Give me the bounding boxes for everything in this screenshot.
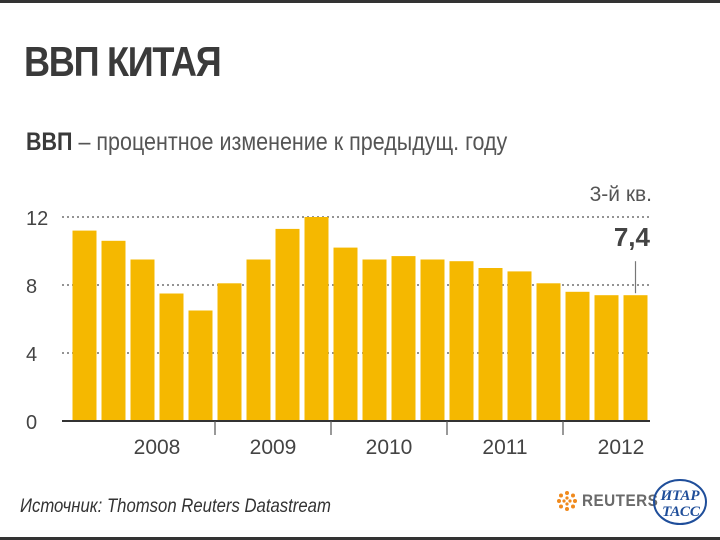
y-tick-label-0: 0 — [26, 412, 37, 434]
x-year-label-2008: 2008 — [134, 436, 181, 459]
bar-9 — [333, 247, 358, 421]
annotation-quarter-label: 3-й кв. — [590, 183, 652, 206]
annotation-value-label: 7,4 — [614, 222, 651, 252]
reuters-wordmark: REUTERS — [582, 491, 659, 510]
bar-15 — [507, 271, 532, 421]
x-year-label-2012: 2012 — [598, 436, 645, 459]
reuters-logo: REUTERS — [556, 488, 667, 514]
bar-8 — [304, 217, 329, 421]
x-year-label-2010: 2010 — [366, 436, 413, 459]
bar-10 — [362, 259, 387, 421]
bar-18 — [594, 295, 619, 421]
y-tick-label-8: 8 — [26, 276, 37, 298]
tass-line-1: ИТАР — [659, 488, 700, 504]
bar-2 — [130, 259, 155, 421]
subtitle-bold: ВВП — [26, 128, 73, 156]
chart-subtitle: ВВП – процентное изменение к предыдущ. г… — [26, 128, 507, 157]
x-year-label-2009: 2009 — [250, 436, 297, 459]
bar-13 — [449, 261, 474, 421]
subtitle-text: – процентное изменение к предыдущ. году — [72, 128, 508, 156]
y-tick-label-4: 4 — [26, 344, 37, 366]
bar-0 — [72, 230, 97, 421]
y-tick-label-12: 12 — [26, 208, 48, 230]
bar-19 — [623, 295, 648, 421]
page-title: ВВП КИТАЯ — [24, 38, 222, 85]
bar-1 — [101, 240, 126, 421]
bottom-rule — [0, 537, 720, 540]
reuters-dots-icon — [557, 491, 577, 511]
bar-12 — [420, 259, 445, 421]
itar-tass-logo: ИТАР ТАСС — [653, 479, 707, 525]
bar-3 — [159, 293, 184, 421]
bar-11 — [391, 256, 416, 421]
bar-6 — [246, 259, 271, 421]
bar-14 — [478, 268, 503, 421]
gdp-bar-chart: 0 4 8 12 2008 2009 2010 2011 2012 3-й кв. 7,4 — [26, 183, 652, 459]
bar-17 — [565, 291, 590, 421]
bar-7 — [275, 228, 300, 421]
bar-4 — [188, 310, 213, 421]
top-rule — [0, 0, 720, 3]
source-note: Источник: Thomson Reuters Datastream — [20, 496, 331, 517]
tass-line-2: ТАСС — [662, 504, 701, 520]
bar-16 — [536, 283, 561, 421]
x-year-label-2011: 2011 — [482, 436, 527, 459]
bar-5 — [217, 283, 242, 421]
